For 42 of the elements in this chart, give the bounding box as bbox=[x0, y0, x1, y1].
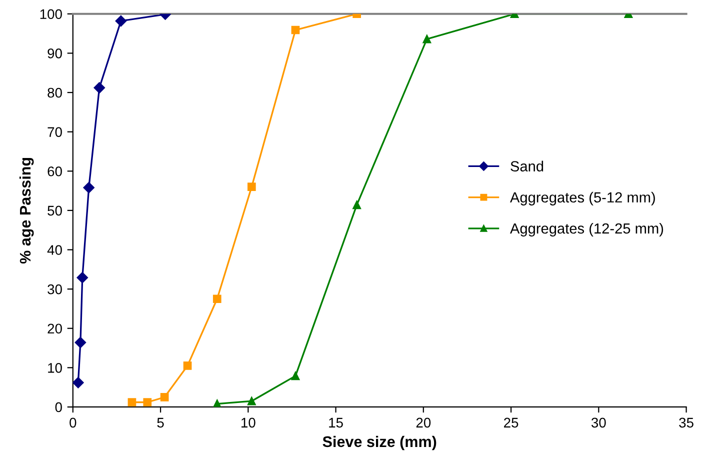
point bbox=[94, 82, 105, 94]
point bbox=[247, 396, 256, 406]
y-tick-label: 20 bbox=[48, 324, 62, 334]
x-tick-label: 0 bbox=[70, 418, 76, 428]
point bbox=[247, 182, 256, 192]
y-tick-label: 70 bbox=[48, 127, 62, 137]
x-tick-label: 25 bbox=[504, 418, 518, 428]
point bbox=[128, 398, 136, 406]
point bbox=[74, 336, 86, 348]
point bbox=[76, 272, 88, 284]
point bbox=[83, 182, 94, 194]
x-tick-label: 35 bbox=[679, 418, 694, 428]
y-tick-label: 90 bbox=[48, 48, 62, 58]
x-axis-title: Sieve size (mm) bbox=[322, 436, 436, 450]
y-tick-label: 80 bbox=[48, 88, 62, 98]
point bbox=[160, 392, 169, 402]
x-tick-label: 5 bbox=[157, 418, 164, 428]
point bbox=[291, 26, 300, 34]
point bbox=[115, 15, 127, 27]
point bbox=[72, 377, 84, 388]
x-tick-label: 15 bbox=[329, 418, 343, 428]
legend-label: Aggregates (12-25 mm) bbox=[510, 222, 664, 237]
point bbox=[352, 200, 361, 210]
y-axis-title: % age Passing bbox=[19, 158, 34, 264]
x-tick-label: 30 bbox=[591, 418, 606, 428]
y-tick-label: 30 bbox=[48, 284, 62, 294]
legend-label: Aggregates (5-12 mm) bbox=[510, 192, 655, 206]
point bbox=[291, 372, 300, 380]
point bbox=[212, 294, 222, 304]
y-tick-label: 100 bbox=[40, 9, 62, 20]
point bbox=[183, 362, 192, 370]
y-tick-label: 60 bbox=[48, 166, 62, 176]
point bbox=[422, 34, 432, 44]
x-tick-label: 20 bbox=[416, 418, 431, 428]
legend-label: Sand bbox=[510, 160, 544, 172]
y-tick-label: 10 bbox=[48, 363, 62, 373]
point bbox=[212, 400, 222, 407]
y-tick-label: 0 bbox=[55, 402, 62, 412]
point bbox=[143, 398, 152, 406]
y-tick-label: 40 bbox=[47, 245, 62, 255]
x-tick-label: 10 bbox=[241, 418, 256, 428]
y-tick-label: 50 bbox=[48, 206, 62, 216]
